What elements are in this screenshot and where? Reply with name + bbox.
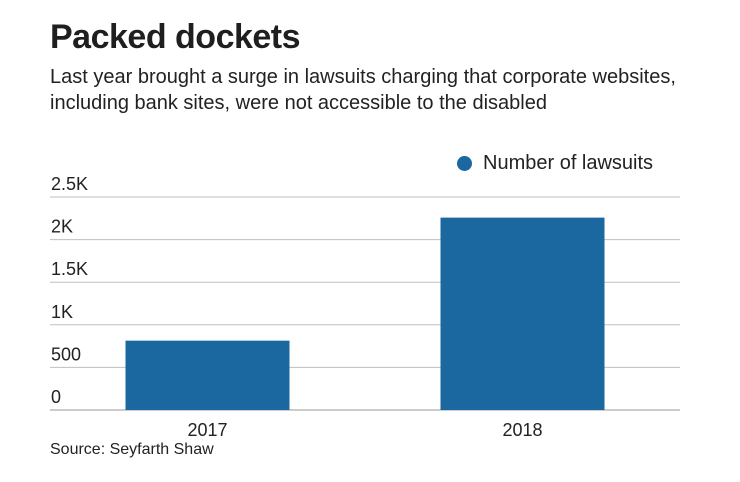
legend: Number of lawsuits (457, 152, 653, 175)
source-note: Source: Seyfarth Shaw (50, 441, 214, 458)
chart-title: Packed dockets (50, 18, 301, 56)
x-tick-label: 2017 (187, 420, 227, 440)
legend-swatch (457, 156, 472, 171)
x-tick-label: 2018 (502, 420, 542, 440)
y-tick-label: 500 (51, 344, 81, 364)
chart-subtitle: Last year brought a surge in lawsuits ch… (50, 66, 676, 114)
y-tick-label: 1K (51, 302, 73, 322)
legend-label: Number of lawsuits (483, 152, 654, 174)
y-tick-label: 0 (51, 387, 61, 407)
y-tick-label: 1.5K (51, 259, 88, 279)
y-tick-label: 2K (51, 217, 73, 237)
bar-2017 (125, 340, 290, 410)
bar-2018 (440, 217, 605, 410)
y-tick-label: 2.5K (51, 174, 88, 194)
